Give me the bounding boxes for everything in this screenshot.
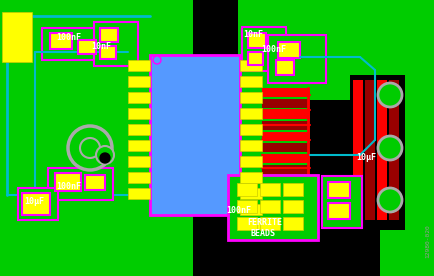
Bar xyxy=(50,33,72,49)
Bar xyxy=(327,203,349,219)
Circle shape xyxy=(100,153,110,163)
Bar xyxy=(261,132,309,141)
Bar xyxy=(100,28,118,42)
Text: 100nF: 100nF xyxy=(260,45,285,54)
Bar xyxy=(260,217,279,230)
Bar xyxy=(240,76,261,87)
Bar xyxy=(260,200,279,213)
Text: 100nF: 100nF xyxy=(56,33,81,42)
Bar xyxy=(240,140,261,151)
Text: FERRITE: FERRITE xyxy=(247,218,281,227)
Text: 12980-020: 12980-020 xyxy=(424,224,429,258)
Bar xyxy=(240,204,261,215)
Bar xyxy=(321,176,361,228)
Bar xyxy=(260,183,279,196)
Bar xyxy=(193,0,237,200)
Bar xyxy=(261,165,309,174)
Bar xyxy=(349,75,404,230)
Circle shape xyxy=(377,188,401,212)
Bar xyxy=(128,124,150,135)
Bar xyxy=(94,22,138,66)
Bar xyxy=(309,100,379,276)
Bar xyxy=(261,154,309,163)
Text: BEADS: BEADS xyxy=(250,229,274,238)
Circle shape xyxy=(153,56,161,64)
Bar xyxy=(85,175,105,190)
Bar xyxy=(240,172,261,183)
Bar xyxy=(283,200,302,213)
Circle shape xyxy=(96,146,114,164)
Bar xyxy=(376,80,386,220)
Bar xyxy=(327,182,349,198)
Bar xyxy=(2,12,32,62)
Bar xyxy=(275,60,293,75)
Bar xyxy=(18,188,58,220)
Bar xyxy=(352,80,362,220)
Circle shape xyxy=(377,136,401,160)
Bar xyxy=(240,124,261,135)
Bar xyxy=(247,33,265,48)
Bar xyxy=(42,28,107,60)
Text: 10nF: 10nF xyxy=(91,43,111,51)
Text: 100nF: 100nF xyxy=(56,182,81,191)
Bar xyxy=(283,183,302,196)
Bar xyxy=(128,140,150,151)
Bar xyxy=(128,172,150,183)
Bar xyxy=(237,217,256,230)
Bar xyxy=(267,35,325,83)
Bar xyxy=(240,188,261,199)
Bar xyxy=(261,143,309,152)
Bar xyxy=(240,60,261,71)
Bar xyxy=(55,173,81,191)
Bar xyxy=(128,188,150,199)
Text: 100nF: 100nF xyxy=(226,206,250,215)
Bar xyxy=(283,217,302,230)
Bar xyxy=(261,88,309,97)
Bar xyxy=(128,92,150,103)
Bar xyxy=(240,92,261,103)
Circle shape xyxy=(68,126,112,170)
Bar xyxy=(364,80,374,220)
Bar xyxy=(247,52,263,65)
Text: 10μF: 10μF xyxy=(356,153,376,162)
Bar xyxy=(261,110,309,119)
Bar xyxy=(261,99,309,108)
Bar xyxy=(277,42,299,58)
Bar xyxy=(100,46,116,59)
Text: 10nF: 10nF xyxy=(243,30,263,39)
Bar xyxy=(241,27,285,71)
Bar xyxy=(388,80,398,220)
Bar xyxy=(237,200,256,213)
Bar xyxy=(48,168,113,200)
Bar xyxy=(261,121,309,130)
Bar xyxy=(240,108,261,119)
Bar xyxy=(193,195,312,276)
Circle shape xyxy=(80,138,100,158)
Bar xyxy=(237,183,256,196)
Bar xyxy=(240,218,261,229)
Bar xyxy=(42,28,107,60)
Bar xyxy=(128,60,150,71)
Bar xyxy=(128,156,150,167)
Bar xyxy=(150,55,240,215)
Bar xyxy=(240,156,261,167)
Text: 10μF: 10μF xyxy=(24,197,44,206)
Bar xyxy=(128,108,150,119)
Bar xyxy=(78,40,96,54)
Circle shape xyxy=(377,83,401,107)
Bar xyxy=(22,193,50,215)
Bar xyxy=(128,76,150,87)
Bar xyxy=(193,195,237,276)
Bar xyxy=(227,175,317,240)
